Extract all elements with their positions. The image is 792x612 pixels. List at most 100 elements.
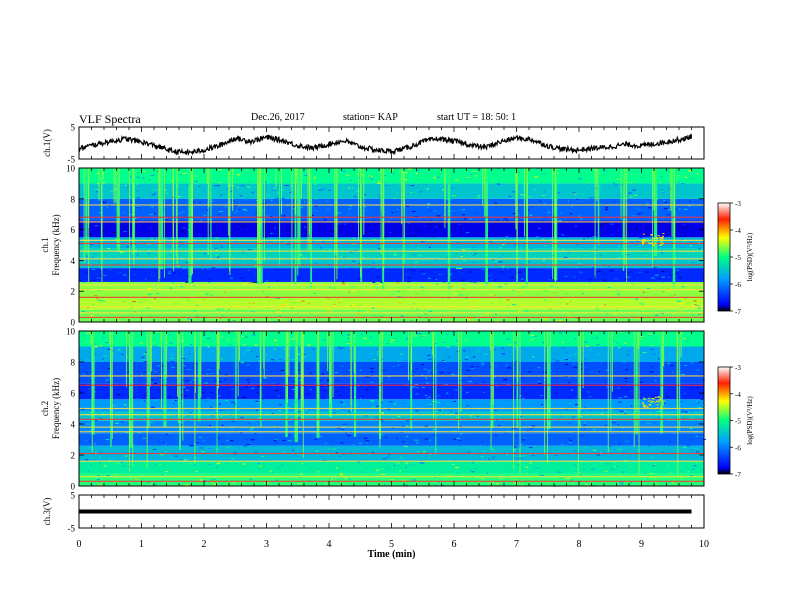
sferic-burst [526, 168, 528, 260]
speckle [488, 458, 490, 460]
speckle [321, 373, 325, 375]
speckle [182, 227, 186, 229]
speckle [288, 320, 292, 322]
speckle [399, 366, 403, 368]
speckle [422, 451, 426, 453]
speckle [437, 395, 441, 397]
emission-patch [659, 244, 662, 246]
speckle [663, 215, 665, 217]
speckle [475, 351, 478, 353]
speckle [293, 262, 296, 264]
sferic-burst [674, 168, 676, 249]
sferic-burst [150, 331, 152, 372]
y-tick-label: 6 [71, 389, 76, 399]
speckle [138, 456, 143, 458]
speckle [518, 213, 521, 215]
speckle [465, 339, 467, 341]
speckle [271, 477, 273, 479]
speckle [660, 260, 664, 262]
speckle [162, 454, 164, 456]
speckle [467, 360, 469, 362]
speckle [102, 361, 105, 363]
speckle [645, 297, 647, 299]
sferic-burst [177, 331, 179, 397]
speckle [702, 241, 704, 243]
speckle [625, 254, 630, 256]
emission-patch [642, 233, 645, 235]
speckle [630, 466, 633, 468]
speckle [676, 175, 680, 177]
emission-patch [644, 239, 647, 241]
sferic-burst [301, 331, 303, 401]
speckle [462, 214, 465, 216]
speckle [451, 331, 455, 333]
speckle [468, 186, 471, 188]
y-tick-label: 4 [71, 420, 76, 430]
narrowband-line [79, 306, 704, 308]
speckle [377, 181, 380, 183]
speckle [589, 371, 594, 373]
speckle [239, 172, 242, 174]
sferic-burst [382, 168, 385, 290]
speckle [634, 220, 638, 222]
speckle [470, 366, 474, 368]
speckle [405, 273, 410, 275]
speckle [118, 244, 121, 246]
speckle [701, 313, 705, 315]
speckle [481, 362, 484, 364]
speckle [107, 348, 111, 350]
emission-patch [661, 404, 664, 406]
emission-patch [659, 397, 662, 399]
speckle [95, 420, 98, 422]
speckle [433, 477, 436, 478]
speckle [153, 298, 156, 300]
sferic-burst [660, 331, 663, 434]
speckle [258, 283, 263, 285]
speckle [474, 467, 477, 469]
speckle [384, 236, 387, 238]
speckle [168, 433, 170, 435]
emission-patch [663, 407, 666, 409]
speckle [368, 310, 371, 312]
speckle [541, 220, 544, 222]
speckle [640, 435, 642, 437]
speckle [469, 173, 472, 175]
speckle [202, 449, 205, 451]
emission-patch [651, 242, 654, 244]
speckle [93, 462, 97, 464]
speckle [587, 236, 589, 238]
speckle [694, 345, 697, 347]
speckle [421, 363, 423, 365]
speckle [296, 398, 300, 400]
speckle [156, 292, 159, 294]
sferic-burst [656, 331, 658, 335]
speckle [352, 290, 356, 292]
speckle [586, 211, 590, 213]
speckle [616, 465, 619, 467]
speckle [684, 176, 688, 178]
speckle [376, 351, 379, 353]
speckle [538, 228, 541, 230]
speckle [268, 368, 271, 370]
speckle [123, 404, 127, 406]
speckle [112, 271, 116, 273]
speckle [393, 254, 398, 256]
sferic-burst [381, 331, 383, 402]
speckle [88, 315, 92, 317]
speckle [303, 196, 306, 198]
speckle [481, 456, 484, 458]
speckle [306, 411, 308, 413]
speckle [517, 456, 522, 458]
speckle [307, 280, 311, 282]
speckle [150, 174, 155, 176]
speckle [103, 465, 107, 467]
speckle [228, 435, 230, 437]
speckle [561, 341, 564, 343]
sferic-burst [577, 331, 579, 479]
speckle [396, 290, 401, 292]
speckle [664, 207, 668, 209]
speckle [566, 477, 571, 479]
speckle [257, 385, 260, 387]
speckle [579, 218, 583, 220]
speckle [662, 291, 664, 293]
